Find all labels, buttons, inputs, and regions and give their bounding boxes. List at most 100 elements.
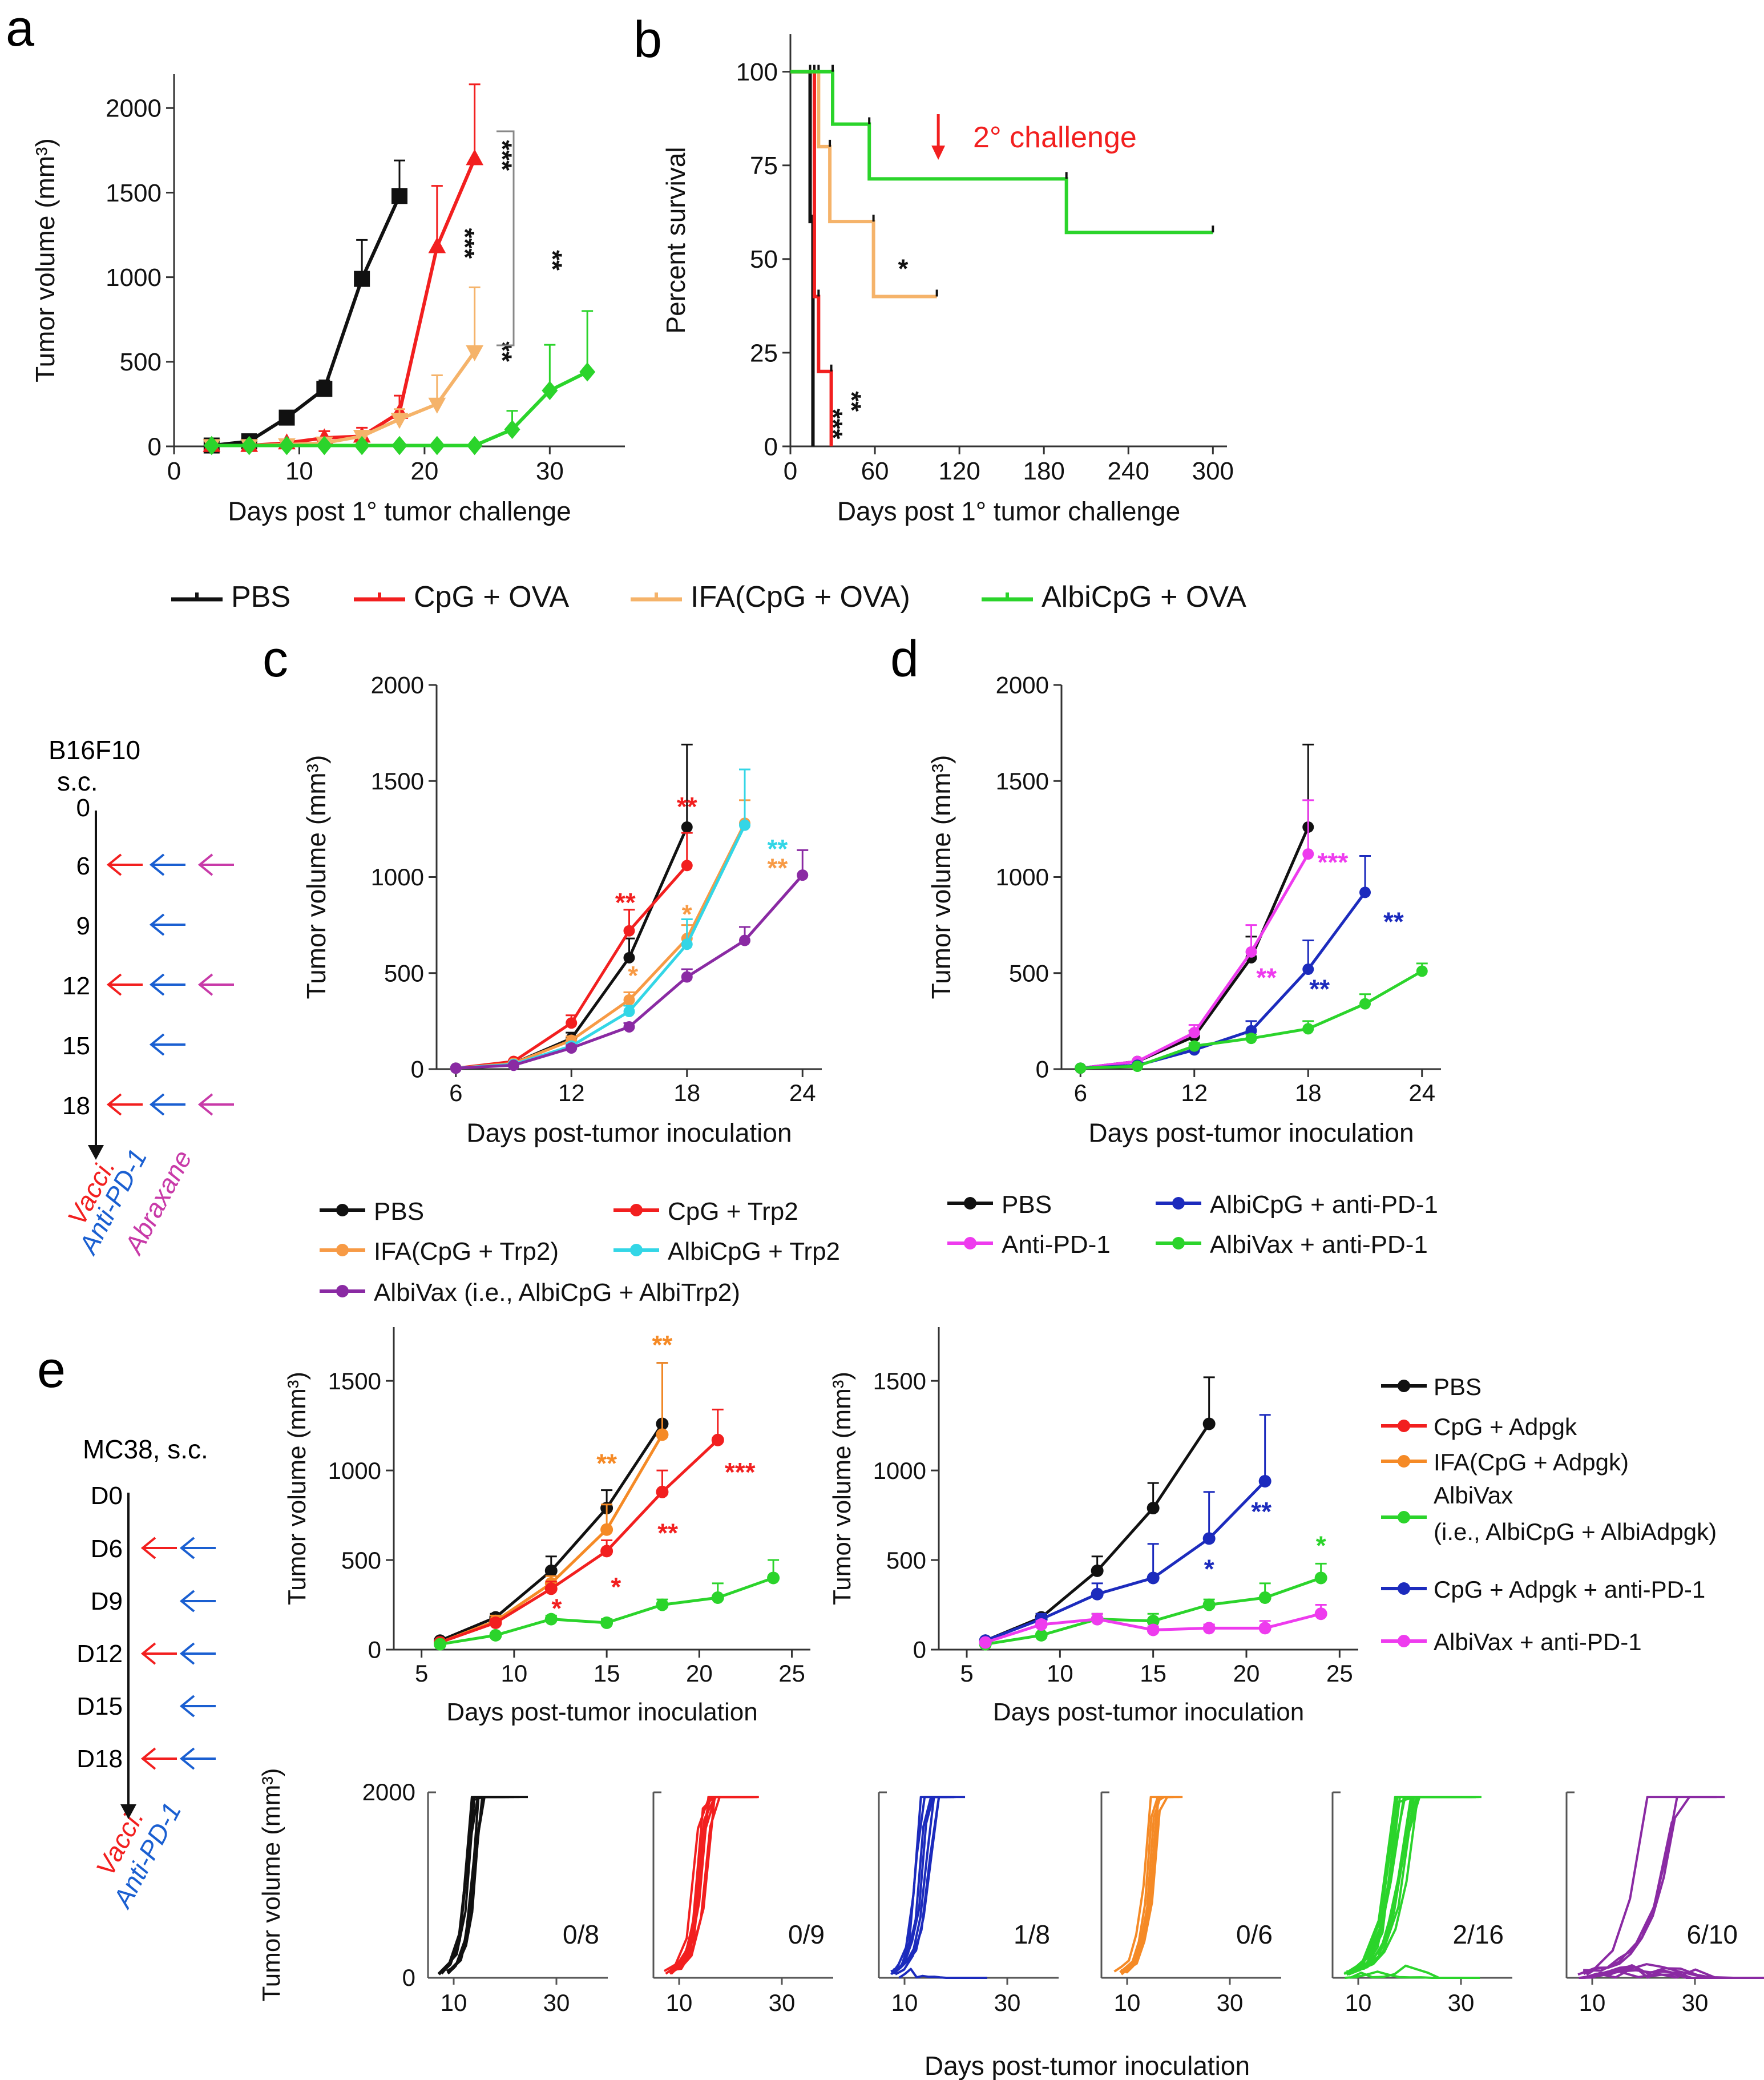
chart-a-series-3-point-3: [316, 436, 333, 455]
chart-e2-xlabel: Days post-tumor inoculation: [993, 1698, 1304, 1726]
chart-a-series-3-point-6: [429, 436, 445, 455]
legend-c-label-1: CpG + Trp2: [668, 1198, 798, 1226]
panel-letter-b: b: [633, 11, 662, 68]
chart-a-y-tick-label-2: 1000: [106, 264, 162, 292]
chart-e1-series-2-line: [439, 1438, 719, 1644]
chart-b-y-tick-label-0: 0: [764, 433, 778, 461]
chart-e-spider-panel-1-x-tick-label-0: 10: [666, 1989, 693, 2016]
legend-e-label-0: PBS: [1434, 1373, 1482, 1400]
chart-e1-annotation-2: ***: [725, 1457, 756, 1487]
legend-c: PBS CpG + Trp2 IFA(CpG + Trp2) AlbiCpG +…: [320, 1198, 840, 1307]
schedule-e-arrowhead-4-1: [179, 1747, 195, 1770]
chart-d-series-3-point-2: [1188, 1040, 1200, 1052]
chart-c-y-tick-label-0: 0: [411, 1056, 424, 1083]
chart-a-series-1-point-6: [428, 237, 446, 253]
chart-e2-series-1-point-3: [1147, 1571, 1160, 1585]
chart-e2-series-3-point-5: [1258, 1622, 1271, 1635]
schedule-e-arrowhead-1-1: [179, 1590, 195, 1613]
schedule-e-arrowhead-4-0: [140, 1747, 156, 1770]
legend-ab-item-3: AlbiCpG + OVA: [982, 581, 1246, 614]
chart-a-series-3-point-9: [542, 381, 558, 400]
schedule-c-day-5: 18: [62, 1092, 90, 1120]
chart-d-annotation-2: **: [1383, 907, 1404, 937]
chart-b-challenge-arrow-head: [931, 146, 946, 160]
schedule-e-day-5: D18: [76, 1745, 123, 1773]
chart-e-spider-panel-2-x-tick-label-1: 30: [994, 1989, 1021, 2016]
chart-e-spider-panel-3-x-tick-label-1: 30: [1217, 1989, 1244, 2016]
chart-e2-series-1-point-5: [1258, 1474, 1271, 1488]
chart-d: 0 500 1000 1500 2000 6 12 18 24 Days post-tumor i…: [926, 672, 1441, 1147]
legend-c-label-3: AlbiCpG + Trp2: [668, 1237, 840, 1265]
panel-letter-d: d: [890, 631, 919, 688]
chart-e1-series-2-point-4: [656, 1485, 669, 1498]
chart-e2-annotation-1: *: [1204, 1554, 1214, 1583]
chart-b-series-3-line: [790, 70, 1213, 235]
chart-a-x-tick-label-1: 10: [285, 457, 313, 485]
schedule-e-arrowhead-2-0: [140, 1642, 156, 1665]
chart-e-spider-panel-1-curve-8: [665, 1796, 753, 1975]
chart-a-series-0-point-5: [391, 188, 407, 204]
legend-ab-label-2: IFA(CpG + OVA): [691, 581, 910, 614]
legend-d-marker-2: [964, 1237, 976, 1249]
chart-a-series-2-point-6: [428, 397, 446, 414]
chart-e-spider-y-tick-label-1: 2000: [362, 1779, 415, 1805]
legend-e-label-2: IFA(CpG + Adpgk): [1434, 1449, 1629, 1476]
chart-e1-xlabel: Days post-tumor inoculation: [446, 1698, 757, 1726]
chart-a-series-3-point-0: [203, 436, 220, 455]
legend-ab-item-0: PBS: [171, 581, 290, 614]
legend-d-item-1: AlbiCpG + anti-PD-1: [1156, 1191, 1438, 1219]
chart-e-spider-panel-3: 10 30 0/6: [1100, 1791, 1281, 2016]
panel-letter-a: a: [6, 0, 35, 57]
chart-e-spider-panel-5-curve-5: [1583, 1966, 1727, 1979]
legend-ab-label-3: AlbiCpG + OVA: [1042, 581, 1246, 614]
chart-e-spider-y-tick-label-0: 0: [402, 1964, 415, 1991]
chart-b-y-tick-label-3: 75: [750, 152, 778, 180]
chart-a-series-3-point-1: [241, 436, 257, 455]
chart-a-x-tick-label-3: 30: [536, 457, 564, 485]
chart-e1-x-tick-label-2: 15: [594, 1660, 620, 1687]
legend-e: PBS CpG + Adpgk IFA(CpG + Adpgk) AlbiVax…: [1381, 1373, 1717, 1655]
legend-c-label-4: AlbiVax (i.e., AlbiCpG + AlbiTrp2): [374, 1279, 740, 1307]
legend-e-marker-5: [1398, 1635, 1410, 1647]
chart-a-y-tick-label-0: 0: [148, 433, 162, 461]
legend-c-label-0: PBS: [374, 1198, 424, 1226]
schedule-c-arrowhead-0-1: [149, 853, 165, 876]
chart-d-series-3-point-4: [1302, 1023, 1314, 1035]
chart-e-spider-panel-2-ratio: 1/8: [1014, 1920, 1050, 1949]
chart-e1-annotation-0: **: [652, 1330, 673, 1360]
chart-d-y-tick-label-3: 1500: [996, 768, 1049, 795]
chart-c-series-4-point-0: [450, 1062, 462, 1074]
legend-e-item-3: AlbiVax (i.e., AlbiCpG + AlbiAdpgk): [1381, 1482, 1717, 1545]
chart-e-spider-panel-5-x-tick-label-1: 30: [1682, 1989, 1709, 2016]
chart-d-series-2-point-4: [1302, 964, 1314, 975]
chart-a-series-2-point-5: [390, 413, 409, 429]
chart-a-x-tick-label-2: 20: [410, 457, 438, 485]
chart-d-series-3-point-6: [1416, 965, 1428, 977]
schedule-c-day-4: 15: [62, 1032, 90, 1060]
chart-e-spider-panel-4-curve-15: [1350, 1796, 1462, 1973]
chart-a-annotation-0: ***: [488, 140, 518, 171]
legend-c-marker-3: [630, 1244, 643, 1256]
chart-c-series-4-point-3: [623, 1021, 635, 1033]
chart-e2-series-2-point-5: [1258, 1591, 1271, 1604]
chart-d-x-tick-label-1: 12: [1181, 1079, 1208, 1106]
chart-d-y-tick-label-2: 1000: [996, 864, 1049, 890]
chart-b-x-tick-label-1: 60: [861, 457, 889, 485]
legend-d-marker-1: [1172, 1197, 1185, 1210]
legend-e-marker-0: [1398, 1380, 1410, 1392]
chart-b-annotation-2: **: [837, 391, 866, 412]
chart-e2-series-3-point-6: [1314, 1607, 1327, 1621]
legend-c-item-3: AlbiCpG + Trp2: [613, 1237, 840, 1265]
chart-d-y-tick-label-4: 2000: [996, 672, 1049, 699]
chart-d-series-2-point-5: [1359, 886, 1371, 898]
chart-e1-series-2-point-5: [711, 1433, 724, 1446]
chart-a-y-tick-label-4: 2000: [106, 95, 162, 123]
chart-e1-ylabel: Tumor volume (mm³): [283, 1372, 311, 1605]
chart-b-x-tick-label-3: 180: [1023, 457, 1064, 485]
legend-d-marker-3: [1172, 1237, 1185, 1249]
chart-b-x-tick-label-2: 120: [938, 457, 980, 485]
chart-a-ylabel: Tumor volume (mm³): [30, 138, 60, 382]
schedule-c-arrowhead-2-0: [106, 973, 122, 996]
chart-d-x-tick-label-0: 6: [1074, 1079, 1087, 1106]
chart-b-y-tick-label-4: 100: [736, 58, 778, 86]
